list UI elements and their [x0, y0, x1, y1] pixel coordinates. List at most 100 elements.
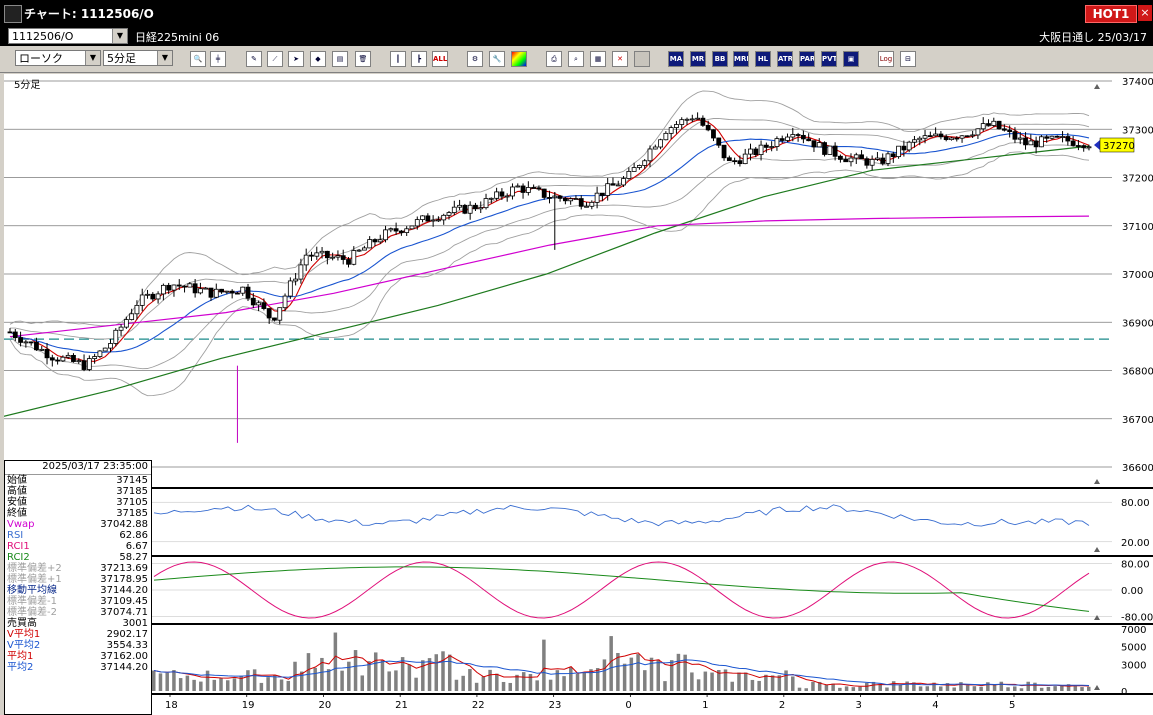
volume-bar	[441, 651, 445, 691]
fill-icon[interactable]: ◆	[310, 51, 326, 67]
candle-body	[171, 284, 177, 291]
info-row-label: RSI	[7, 530, 24, 541]
symbol-code-input[interactable]: 1112506/O ▼	[8, 28, 128, 44]
volume-bar	[643, 670, 647, 691]
time-tick-label: 22	[472, 700, 485, 711]
candle-body	[346, 259, 351, 265]
settings-icon[interactable]: ⚙	[467, 51, 483, 67]
hl-button[interactable]: HL	[755, 51, 771, 67]
volume-bar	[212, 679, 217, 691]
volume-bar	[299, 671, 304, 691]
candle-body	[256, 302, 261, 306]
candle-body	[1081, 145, 1087, 148]
volume-bar	[696, 679, 701, 691]
box-icon[interactable]: ▣	[843, 51, 859, 67]
symbol-code-value: 1112506/O	[12, 30, 74, 43]
candle-body	[1065, 136, 1071, 142]
wrench-icon[interactable]: 🔧	[489, 51, 505, 67]
log-button[interactable]: Log	[878, 51, 894, 67]
chevron-down-icon[interactable]: ▼	[85, 51, 100, 65]
pencil-icon[interactable]: ✎	[246, 51, 262, 67]
volume-bar	[932, 682, 936, 691]
delete-icon[interactable]: ✕	[612, 51, 628, 67]
candle-icon[interactable]: ┃	[390, 51, 406, 67]
chart-area[interactable]: 5分足 37400 37300 37200 37100 37000 36900 36800 3…	[4, 74, 1153, 715]
volume-bar	[965, 685, 970, 691]
info-row: 標準偏差+1 37178.95	[5, 574, 151, 585]
bollinger-band-line	[9, 90, 1090, 327]
volume-bar	[326, 669, 331, 691]
chart-app-icon	[4, 5, 22, 23]
info-row-value: 6.67	[125, 541, 148, 552]
info-row-value: 37074.71	[100, 607, 148, 618]
pvt-button[interactable]: PVT	[821, 51, 837, 67]
chart-svg[interactable]: 5分足 374003730037200371003700036900368003…	[4, 74, 1153, 715]
grid-icon[interactable]: ▦	[590, 51, 606, 67]
candle-body	[425, 215, 431, 222]
volume-bar	[582, 672, 587, 691]
print-icon[interactable]: ⎙	[546, 51, 562, 67]
chart-type-select[interactable]: ローソク ▼	[15, 50, 101, 66]
crosshair-icon[interactable]: ╪	[210, 51, 226, 67]
info-row: 平均1 37162.00	[5, 651, 151, 662]
close-icon[interactable]: ×	[1138, 5, 1152, 21]
candle-body	[134, 304, 140, 315]
zoom-icon[interactable]: 🔍	[190, 51, 206, 67]
candle-body	[562, 198, 568, 202]
volume-bar	[986, 682, 990, 691]
volume-bar	[1006, 687, 1010, 691]
ma-button[interactable]: MA	[668, 51, 684, 67]
note-icon[interactable]: ▤	[332, 51, 348, 67]
par-button[interactable]: PAR	[799, 51, 815, 67]
candle-body	[208, 287, 214, 298]
time-tick-label: 19	[242, 700, 255, 711]
candle-body	[1054, 135, 1060, 138]
candle-body	[213, 288, 219, 298]
info-row-label: 標準偏差-1	[7, 596, 57, 607]
candle-body	[938, 133, 944, 138]
info-row: Vwap 37042.88	[5, 519, 151, 530]
volume-bar	[447, 654, 452, 691]
market-label: 大阪日通し 25/03/17	[1039, 31, 1147, 44]
line-tool-icon[interactable]: ⟋	[267, 51, 283, 67]
candle-body	[399, 230, 404, 233]
candle-body	[763, 144, 769, 148]
candle-body	[245, 286, 251, 299]
volume-bar	[266, 677, 270, 691]
arrow-icon[interactable]: ➤	[288, 51, 304, 67]
time-tick-label: 3	[856, 700, 862, 711]
candle-body	[441, 214, 447, 221]
info-row: 標準偏差-2 37074.71	[5, 607, 151, 618]
bb-button[interactable]: BB	[712, 51, 728, 67]
volume-bar	[730, 681, 734, 691]
candle-body	[843, 159, 849, 163]
info-row-label: 標準偏差+2	[7, 563, 62, 574]
timeframe-select[interactable]: 5分足 ▼	[103, 50, 173, 66]
volume-bar	[421, 660, 425, 691]
candle-body	[293, 278, 299, 282]
volume-panel	[4, 625, 1115, 693]
info-row-label: 標準偏差+1	[7, 574, 62, 585]
search-icon[interactable]: ⌕	[568, 51, 584, 67]
blank-icon[interactable]	[634, 51, 650, 67]
mre-button[interactable]: MRE	[733, 51, 749, 67]
candle-body	[504, 195, 510, 198]
candle-body	[658, 139, 663, 148]
info-row-value: 37213.69	[100, 563, 148, 574]
info-row-label: 高値	[7, 486, 27, 497]
bar-icon[interactable]: ┣	[411, 51, 427, 67]
candle-body	[467, 204, 473, 214]
palette-icon[interactable]	[511, 51, 527, 67]
mr-button[interactable]: MR	[690, 51, 706, 67]
hot-button[interactable]: HOT1	[1085, 5, 1137, 23]
trash-icon[interactable]: 🗑	[355, 51, 371, 67]
atr-button[interactable]: ATR	[777, 51, 793, 67]
candle-body	[832, 145, 838, 157]
chevron-down-icon[interactable]: ▼	[157, 51, 172, 65]
price-tick-label: 37300	[1122, 125, 1153, 136]
all-button[interactable]: ALL	[432, 51, 448, 67]
window-icon[interactable]: ⊟	[900, 51, 916, 67]
symbol-name: 日経225mini 06	[135, 31, 220, 44]
chevron-down-icon[interactable]: ▼	[112, 29, 127, 43]
info-row-label: 終値	[7, 508, 27, 519]
